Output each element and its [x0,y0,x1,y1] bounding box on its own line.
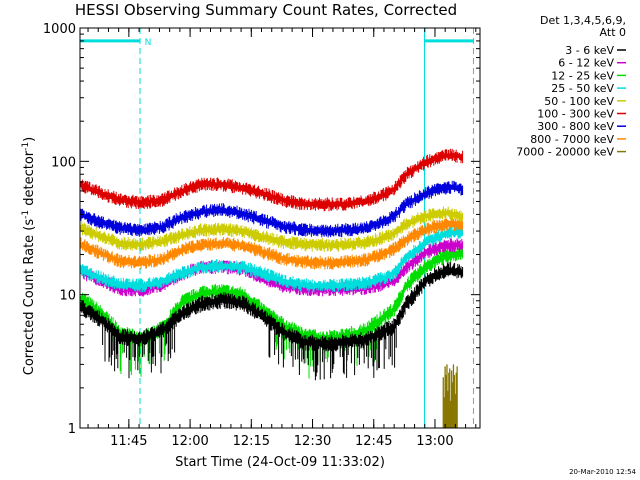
x-tick-label: 13:00 [416,434,453,449]
legend-entry-label: 800 - 7000 keV [530,133,614,146]
y-axis-label-suffix: ) [22,137,37,142]
legend-entry-label: 25 - 50 keV [551,82,614,95]
y-tick-label: 1 [68,422,76,437]
series-100-300-kev [80,148,464,212]
legend-entry-label: 100 - 300 keV [537,108,614,121]
legend-entry-label: 12 - 25 keV [551,69,614,82]
series-50-100-kev [80,206,464,252]
y-axis-label-exponent-2: -1 [21,142,31,151]
chart-title: HESSI Observing Summary Count Rates, Cor… [75,1,457,19]
legend-entry-label: 7000 - 20000 keV [516,146,614,159]
x-tick-label: 12:30 [294,434,331,449]
y-tick-label: 1000 [43,22,76,37]
series-3-6-kev [80,262,464,381]
y-tick-label: 100 [51,155,76,170]
series-25-50-kev [80,225,464,293]
series-trace [80,262,464,381]
legend-entry-label: 50 - 100 keV [544,95,614,108]
y-axis-label: Corrected Count Rate (s-1 detector-1) [21,137,37,375]
y-axis-label-exponent-1: -1 [21,210,31,219]
x-tick-label: 12:00 [171,434,208,449]
plot-area: N [80,28,474,428]
legend-entry-label: 300 - 800 keV [537,120,614,133]
x-axis-label: Start Time (24-Oct-09 11:33:02) [175,455,385,470]
y-tick-label: 10 [59,289,76,304]
series-trace [80,225,464,293]
axes: 1 10 100 1000 11:45 12:00 12:15 12:30 12:45 13:00 [43,22,481,449]
footer-timestamp: 20-Mar-2010 12:54 [569,468,636,476]
series-trace [80,217,464,270]
legend-header-line: Att 0 [600,26,626,39]
legend-entry-label: 3 - 6 keV [565,44,614,57]
legend-header-line: Det 1,3,4,5,6,9, [540,14,626,27]
y-axis-label-middle: detector [22,150,37,210]
x-tick-label: 12:15 [233,434,270,449]
x-tick-label: 11:45 [110,434,147,449]
x-tick-label: 12:45 [355,434,392,449]
series-800-7000-kev [80,217,464,270]
night-bar-label: N [145,38,152,48]
series-trace [80,206,464,252]
y-axis-label-prefix: Corrected Count Rate (s [22,219,37,376]
legend-entry-label: 6 - 12 keV [558,57,614,70]
chart-text: HESSI Observing Summary Count Rates, Cor… [21,1,637,476]
plot-frame [79,27,481,429]
series-trace [80,148,464,212]
